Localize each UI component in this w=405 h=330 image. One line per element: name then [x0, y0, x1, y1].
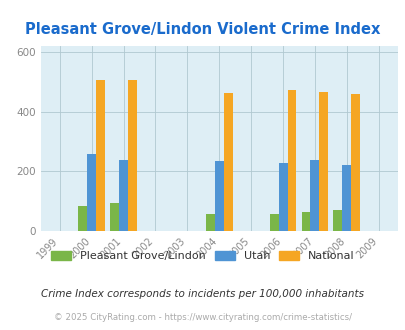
- Bar: [287, 90, 296, 231]
- Bar: [341, 165, 350, 231]
- Bar: [87, 154, 96, 231]
- Bar: [110, 203, 119, 231]
- Bar: [333, 210, 341, 231]
- Bar: [96, 80, 105, 231]
- Legend: Pleasant Grove/Lindon, Utah, National: Pleasant Grove/Lindon, Utah, National: [49, 248, 356, 263]
- Text: Pleasant Grove/Lindon Violent Crime Index: Pleasant Grove/Lindon Violent Crime Inde…: [25, 22, 380, 37]
- Bar: [214, 161, 223, 231]
- Text: © 2025 CityRating.com - https://www.cityrating.com/crime-statistics/: © 2025 CityRating.com - https://www.city…: [54, 313, 351, 322]
- Bar: [278, 163, 287, 231]
- Bar: [128, 80, 136, 231]
- Bar: [223, 93, 232, 231]
- Bar: [78, 206, 87, 231]
- Bar: [310, 160, 319, 231]
- Bar: [119, 160, 128, 231]
- Bar: [301, 212, 310, 231]
- Bar: [319, 92, 328, 231]
- Bar: [350, 94, 359, 231]
- Text: Crime Index corresponds to incidents per 100,000 inhabitants: Crime Index corresponds to incidents per…: [41, 289, 364, 299]
- Bar: [205, 214, 214, 231]
- Bar: [269, 214, 278, 231]
